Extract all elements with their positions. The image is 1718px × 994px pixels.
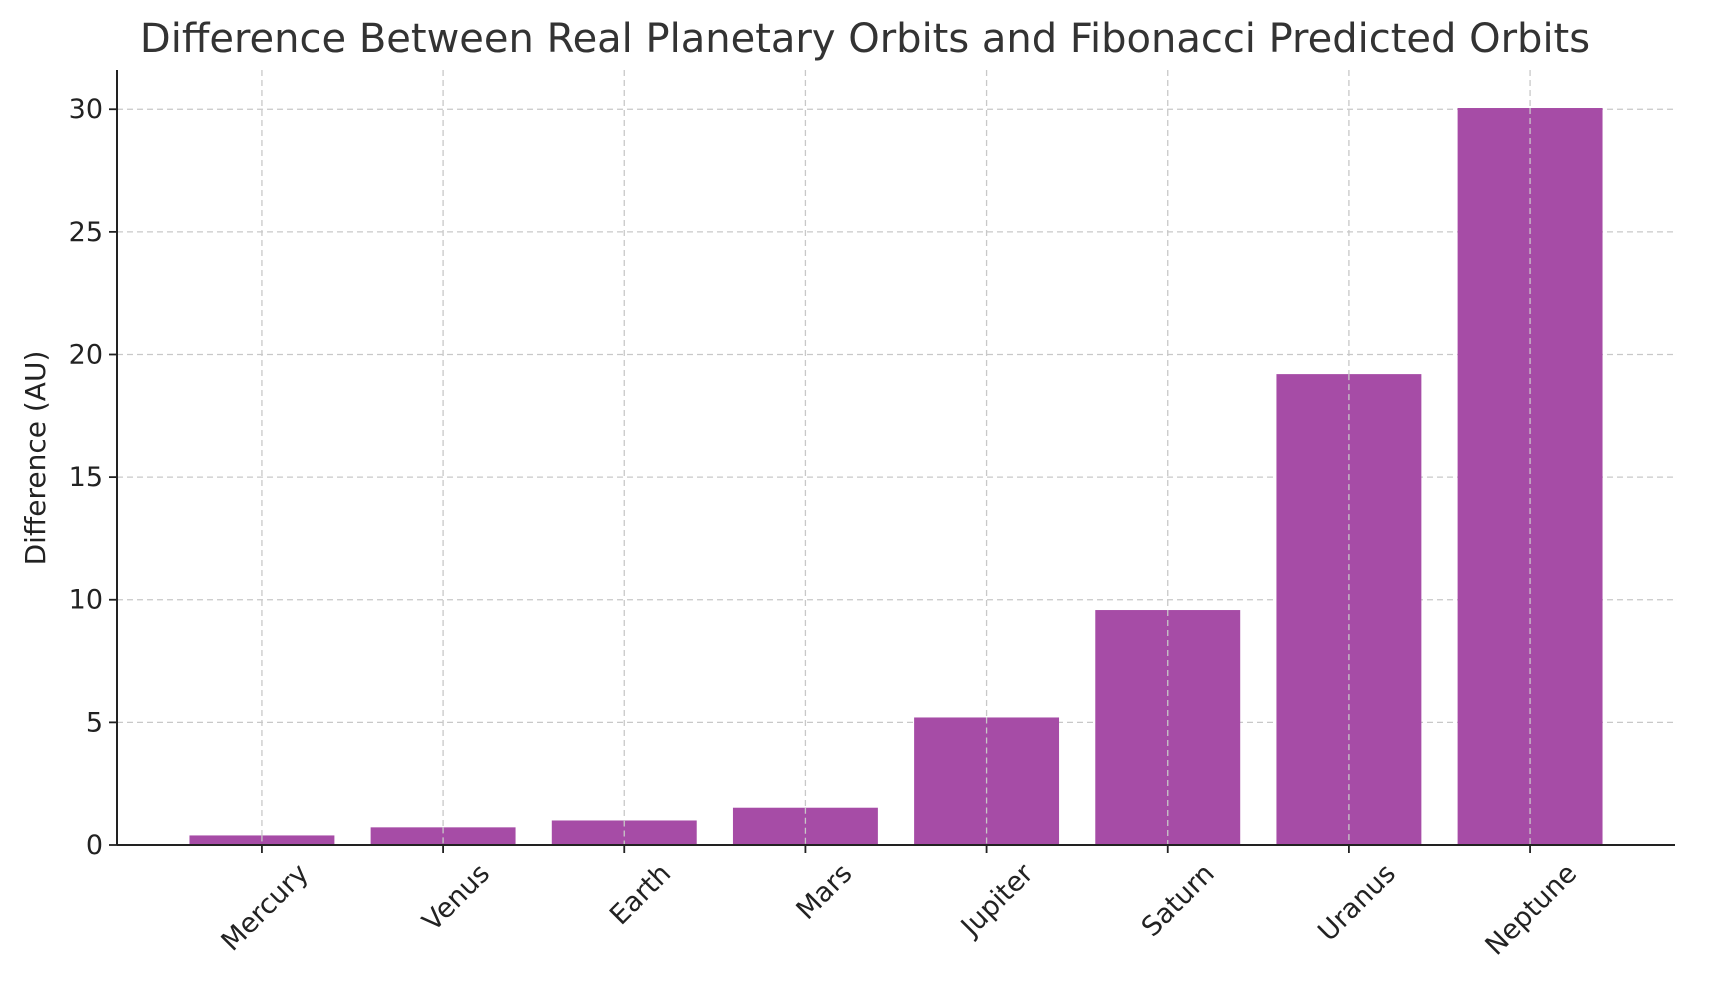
y-ticks: 0 5 10 15 20 25 30 [69,94,117,861]
y-axis-label: Difference (AU) [19,351,52,566]
grid-lines [117,70,1675,845]
bars [189,108,1603,846]
x-tick-label: Venus [417,858,496,937]
axes [116,70,1675,846]
x-tick-label: Saturn [1136,858,1221,943]
y-tick-label: 0 [86,830,103,861]
bar-venus [370,827,516,845]
x-tick-label: Uranus [1312,858,1402,948]
y-tick-label: 30 [69,94,103,125]
x-tick-label: Earth [604,858,677,931]
y-tick-label: 5 [86,707,103,738]
y-tick-label: 15 [69,462,103,493]
x-tick-label: Neptune [1480,858,1584,962]
y-tick-label: 25 [69,217,103,248]
x-ticks: Mercury Venus Earth Mars Jupiter Saturn Uranus… [216,845,1583,962]
x-tick-label: Mercury [216,858,315,957]
y-tick-label: 20 [69,339,103,370]
y-tick-label: 10 [69,585,103,616]
x-tick-label: Jupiter [954,857,1040,943]
chart-title: Difference Between Real Planetary Orbits… [140,16,1590,62]
x-tick-label: Mars [790,858,858,926]
